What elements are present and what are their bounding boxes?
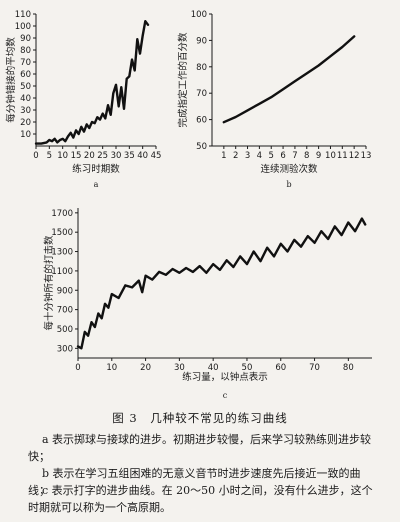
x-tick-label: 1 (221, 151, 226, 161)
x-tick-label: 30 (111, 151, 122, 161)
x-tick-label: 40 (208, 363, 219, 373)
x-tick-label: 11 (337, 151, 348, 161)
caption-b: b 表示在学习五组困难的无意义音节时进步速度先后接近一致的曲线； (28, 465, 380, 499)
panel-label: c (223, 391, 228, 400)
x-tick-label: 8 (304, 151, 309, 161)
caption-a: a 表示掷球与接球的进步。初期进步较慢，后来学习较熟练则进步较快； (28, 431, 380, 465)
y-axis-label: 完成指定工作的百分数 (177, 32, 189, 128)
curve-c (76, 217, 367, 350)
x-tick-label: 60 (275, 363, 286, 373)
y-tick-label: 40 (20, 94, 31, 104)
y-tick-label: 500 (57, 325, 73, 335)
y-tick-label: 60 (196, 116, 207, 126)
x-axis-label: 连续测验次数 (260, 163, 318, 175)
y-tick-label: 30 (20, 106, 31, 116)
x-tick-label: 10 (325, 151, 336, 161)
y-tick-label: 70 (196, 89, 207, 99)
curve-b (222, 35, 356, 124)
y-tick-label: 100 (191, 10, 207, 20)
y-tick-label: 300 (57, 344, 73, 354)
y-tick-label: 20 (20, 118, 31, 128)
x-tick-label: 30 (174, 363, 185, 373)
x-tick-label: 45 (151, 151, 162, 161)
x-tick-label: 35 (124, 151, 135, 161)
y-tick-label: 110 (15, 10, 31, 20)
x-tick-label: 10 (106, 363, 117, 373)
x-tick-label: 5 (47, 151, 52, 161)
x-tick-label: 20 (140, 363, 151, 373)
caption-a-text: a 表示掷球与接球的进步。初期进步较慢，后来学习较熟练则进步较快； (28, 433, 372, 463)
x-tick-label: 10 (57, 151, 68, 161)
x-tick-label: 0 (75, 363, 80, 373)
x-tick-label: 3 (245, 151, 250, 161)
figure-title: 图 3 几种较不常见的练习曲线 (112, 411, 288, 425)
x-tick-label: 80 (343, 363, 354, 373)
y-tick-label: 70 (20, 58, 31, 68)
y-tick-label: 90 (20, 34, 31, 44)
panel-label: b (286, 180, 291, 189)
x-tick-label: 40 (137, 151, 148, 161)
x-axis-label: 练习量，以钟点表示 (182, 371, 268, 383)
y-tick-label: 1300 (51, 248, 73, 258)
x-tick-label: 7 (292, 151, 297, 161)
y-tick-label: 80 (20, 46, 31, 56)
x-tick-label: 15 (71, 151, 82, 161)
y-tick-label: 10 (20, 130, 31, 140)
y-tick-label: 50 (196, 142, 207, 152)
y-axis-label: 每分钟错接的平均数 (5, 37, 17, 123)
x-tick-label: 4 (257, 151, 262, 161)
chart-a: 0 5 10 15 20 25 30 35 40 451020304050607080901001… (5, 10, 161, 189)
x-tick-label: 70 (309, 363, 320, 373)
caption-c: c 表示打字的进步曲线。在 20～50 小时之间，没有什么进步，这个时期就可以称… (28, 482, 380, 516)
x-tick-label: 6 (280, 151, 285, 161)
chart-b: 1 2 3 4 5 6 7 8 9 10 11 12 135060708090100连续测验次数完成指定… (177, 10, 371, 189)
x-axis-label: 练习时期数 (72, 163, 120, 175)
y-tick-label: 50 (20, 82, 31, 92)
y-tick-label: 90 (196, 36, 207, 46)
y-tick-label: 80 (196, 63, 207, 73)
y-tick-label: 60 (20, 70, 31, 80)
x-tick-label: 5 (269, 151, 274, 161)
x-tick-label: 2 (233, 151, 238, 161)
x-tick-label: 20 (84, 151, 95, 161)
y-tick-label: 100 (15, 22, 31, 32)
y-axis-label: 每十分钟所有的打击数 (43, 235, 55, 331)
x-tick-label: 50 (242, 363, 253, 373)
y-tick-label: 900 (57, 286, 73, 296)
x-tick-label: 25 (97, 151, 108, 161)
panel-label: a (94, 180, 99, 189)
curve-a (34, 20, 150, 145)
y-tick-label: 1500 (51, 228, 73, 238)
y-tick-label: 1100 (51, 267, 73, 277)
y-tick-label: 1700 (51, 209, 73, 219)
x-tick-label: 13 (361, 151, 372, 161)
chart-c: 0 10 20 30 40 50 60 70 80 300 500 700 900 1100 1300 150… (43, 208, 372, 400)
x-tick-label: 12 (349, 151, 360, 161)
caption-b-text: b 表示在学习五组困难的无意义音节时进步速度先后接近一致的曲线； (28, 467, 361, 497)
x-tick-label: 9 (316, 151, 321, 161)
figure-charts: 0 5 10 15 20 25 30 35 40 451020304050607080901001… (5, 10, 372, 400)
x-tick-label: 0 (33, 151, 38, 161)
y-tick-label: 700 (57, 306, 73, 316)
caption-c-text: c 表示打字的进步曲线。在 20～50 小时之间，没有什么进步，这个时期就可以称… (28, 484, 373, 514)
